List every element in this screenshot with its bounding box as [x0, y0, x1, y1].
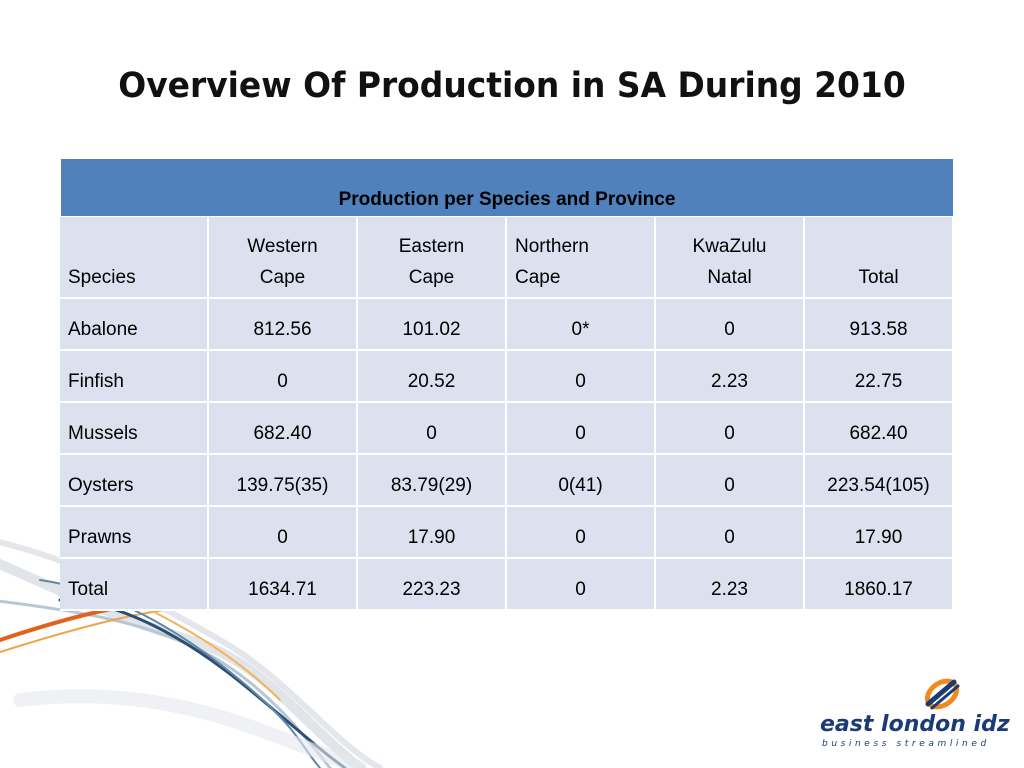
cell-western-cape: 1634.71: [209, 559, 358, 611]
cell-kwazulu-natal: 0: [656, 299, 805, 351]
column-header-eastern-cape: Eastern Cape: [358, 217, 507, 299]
cell-species: Finfish: [60, 351, 209, 403]
table-row: Mussels 682.40 0 0 0 682.40: [60, 403, 955, 455]
cell-species: Mussels: [60, 403, 209, 455]
cell-northern-cape: 0*: [507, 299, 656, 351]
cell-kwazulu-natal: 2.23: [656, 559, 805, 611]
slide-title: Overview Of Production in SA During 2010: [118, 66, 906, 106]
cell-total: 682.40: [805, 403, 955, 455]
table-caption: Production per Species and Province: [60, 158, 955, 217]
cell-eastern-cape: 101.02: [358, 299, 507, 351]
cell-kwazulu-natal: 0: [656, 507, 805, 559]
cell-eastern-cape: 223.23: [358, 559, 507, 611]
cell-kwazulu-natal: 0: [656, 455, 805, 507]
cell-species: Prawns: [60, 507, 209, 559]
table-row: Oysters 139.75(35) 83.79(29) 0(41) 0 223.54(1…: [60, 455, 955, 507]
cell-kwazulu-natal: 0: [656, 403, 805, 455]
cell-total: 223.54(105): [805, 455, 955, 507]
cell-western-cape: 0: [209, 507, 358, 559]
cell-western-cape: 812.56: [209, 299, 358, 351]
cell-eastern-cape: 20.52: [358, 351, 507, 403]
cell-eastern-cape: 0: [358, 403, 507, 455]
cell-western-cape: 682.40: [209, 403, 358, 455]
cell-total: 17.90: [805, 507, 955, 559]
cell-northern-cape: 0: [507, 507, 656, 559]
cell-species: Oysters: [60, 455, 209, 507]
logo-name: east london idz: [820, 712, 1010, 737]
cell-eastern-cape: 17.90: [358, 507, 507, 559]
east-london-idz-logo-icon: [924, 678, 960, 710]
table-row: Finfish 0 20.52 0 2.23 22.75: [60, 351, 955, 403]
cell-total: 1860.17: [805, 559, 955, 611]
cell-northern-cape: 0: [507, 403, 656, 455]
table-row: Prawns 0 17.90 0 0 17.90: [60, 507, 955, 559]
logo-tagline: business streamlined: [822, 739, 990, 749]
cell-total: 22.75: [805, 351, 955, 403]
column-header-row: Species Western Cape Eastern Cape Northern…: [60, 217, 955, 299]
cell-western-cape: 0: [209, 351, 358, 403]
table-row: Total 1634.71 223.23 0 2.23 1860.17: [60, 559, 955, 611]
column-header-kwazulu-natal: KwaZulu Natal: [656, 217, 805, 299]
cell-northern-cape: 0(41): [507, 455, 656, 507]
cell-total: 913.58: [805, 299, 955, 351]
cell-western-cape: 139.75(35): [209, 455, 358, 507]
cell-species: Total: [60, 559, 209, 611]
column-header-western-cape: Western Cape: [209, 217, 358, 299]
column-header-total: Total: [805, 217, 955, 299]
cell-species: Abalone: [60, 299, 209, 351]
production-table: Production per Species and Province Spec…: [60, 158, 955, 611]
table-row: Abalone 812.56 101.02 0* 0 913.58: [60, 299, 955, 351]
cell-kwazulu-natal: 2.23: [656, 351, 805, 403]
cell-eastern-cape: 83.79(29): [358, 455, 507, 507]
column-header-species: Species: [60, 217, 209, 299]
cell-northern-cape: 0: [507, 351, 656, 403]
cell-northern-cape: 0: [507, 559, 656, 611]
column-header-northern-cape: Northern Cape: [507, 217, 656, 299]
